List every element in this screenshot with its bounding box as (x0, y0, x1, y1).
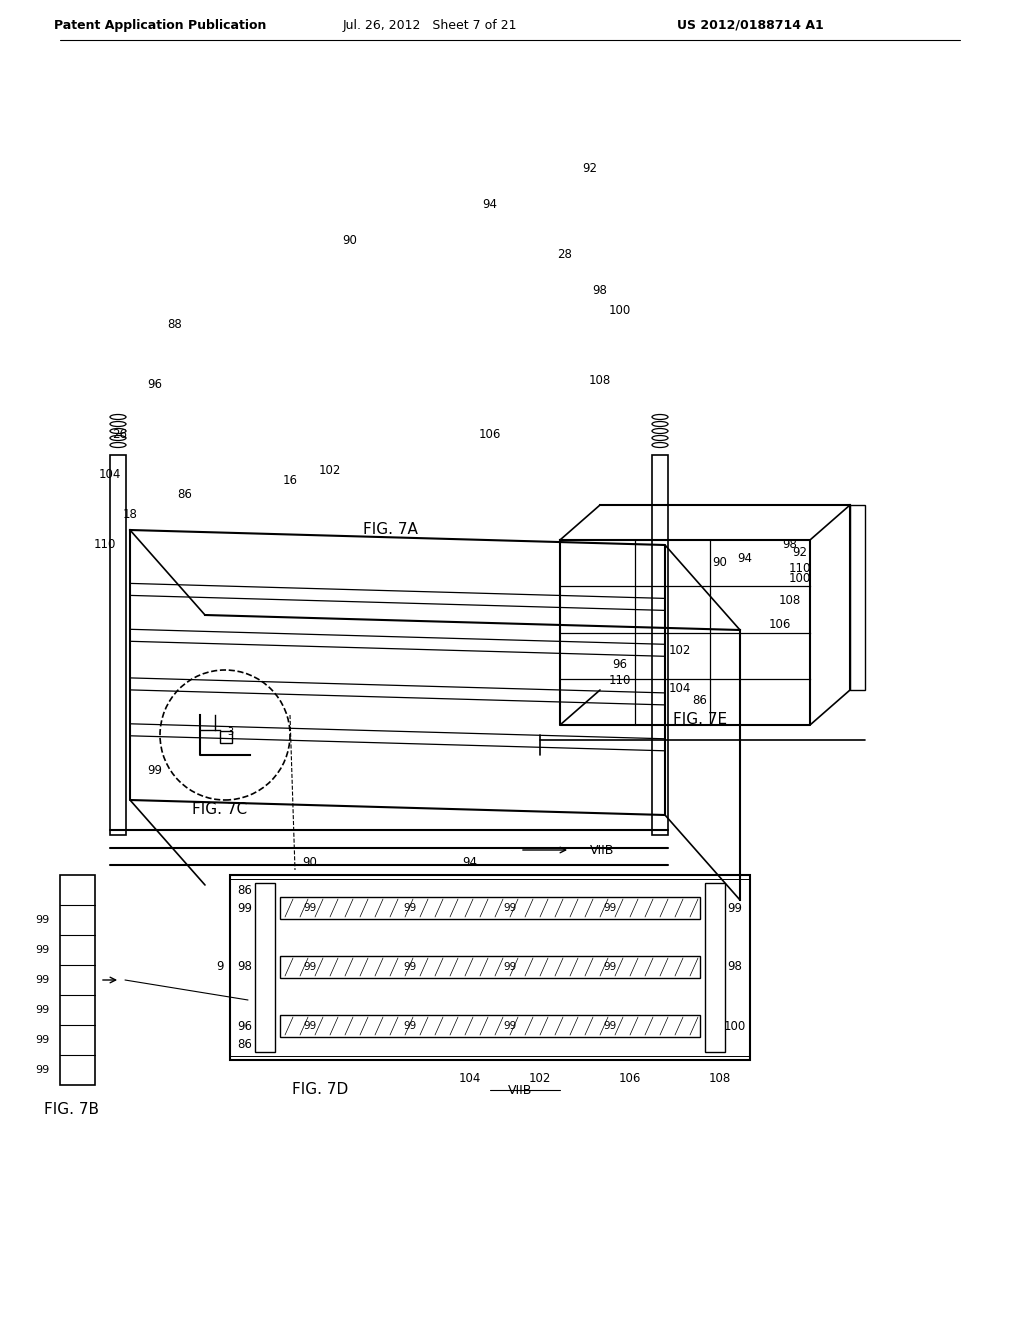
FancyBboxPatch shape (255, 883, 275, 1052)
Text: 99: 99 (403, 1020, 417, 1031)
Text: 110: 110 (788, 561, 811, 574)
Ellipse shape (110, 421, 126, 426)
FancyBboxPatch shape (850, 506, 865, 690)
Text: 108: 108 (779, 594, 801, 606)
Ellipse shape (110, 414, 126, 420)
Text: 18: 18 (123, 508, 137, 521)
Text: 99: 99 (35, 945, 49, 954)
Text: 106: 106 (479, 429, 501, 441)
Text: 90: 90 (302, 857, 317, 870)
Ellipse shape (652, 442, 668, 447)
Text: 99: 99 (603, 1020, 616, 1031)
Text: 99: 99 (303, 903, 316, 913)
Ellipse shape (652, 414, 668, 420)
Text: 104: 104 (669, 681, 691, 694)
Ellipse shape (110, 436, 126, 441)
Text: FIG. 7E: FIG. 7E (673, 713, 727, 727)
Text: 99: 99 (35, 915, 49, 925)
Text: FIG. 7C: FIG. 7C (193, 803, 248, 817)
Text: 26: 26 (113, 429, 128, 441)
Text: 28: 28 (557, 248, 572, 261)
Text: FIG. 7B: FIG. 7B (44, 1102, 99, 1118)
Text: FIG. 7D: FIG. 7D (292, 1082, 348, 1097)
Text: 90: 90 (343, 234, 357, 247)
FancyBboxPatch shape (230, 875, 750, 1060)
Text: 99: 99 (303, 962, 316, 972)
Ellipse shape (652, 436, 668, 441)
FancyBboxPatch shape (220, 731, 232, 743)
Text: 96: 96 (612, 659, 628, 672)
FancyBboxPatch shape (110, 455, 126, 836)
FancyBboxPatch shape (280, 1015, 700, 1038)
Text: 99: 99 (504, 903, 517, 913)
Text: 104: 104 (459, 1072, 481, 1085)
Text: 98: 98 (238, 961, 253, 974)
Text: 99: 99 (303, 1020, 316, 1031)
Text: 100: 100 (788, 572, 811, 585)
Text: 99: 99 (35, 1035, 49, 1045)
Text: 99: 99 (603, 903, 616, 913)
Text: 102: 102 (318, 463, 341, 477)
Text: 99: 99 (35, 1065, 49, 1074)
Text: 106: 106 (769, 619, 792, 631)
Text: 86: 86 (692, 693, 708, 706)
Text: FIG. 7A: FIG. 7A (362, 523, 418, 537)
Text: 98: 98 (728, 961, 742, 974)
Text: 102: 102 (528, 1072, 551, 1085)
Text: 98: 98 (782, 539, 798, 552)
Text: 110: 110 (609, 673, 631, 686)
FancyBboxPatch shape (280, 956, 700, 978)
Text: 99: 99 (403, 962, 417, 972)
FancyBboxPatch shape (705, 883, 725, 1052)
FancyBboxPatch shape (60, 875, 95, 1085)
Ellipse shape (110, 442, 126, 447)
Text: 94: 94 (482, 198, 498, 211)
FancyBboxPatch shape (280, 898, 700, 919)
Text: 110: 110 (94, 539, 116, 552)
Text: 99: 99 (403, 903, 417, 913)
Text: 99: 99 (35, 1005, 49, 1015)
Text: 99: 99 (238, 902, 253, 915)
Text: 92: 92 (583, 161, 597, 174)
Text: 99: 99 (603, 962, 616, 972)
Ellipse shape (652, 421, 668, 426)
Text: VIIB: VIIB (508, 1084, 532, 1097)
Text: 96: 96 (147, 379, 163, 392)
Text: 86: 86 (238, 1039, 253, 1052)
Text: 96: 96 (238, 1019, 253, 1032)
Text: 88: 88 (168, 318, 182, 331)
FancyBboxPatch shape (652, 455, 668, 836)
Text: 102: 102 (669, 644, 691, 656)
Text: 90: 90 (713, 556, 727, 569)
Text: 106: 106 (618, 1072, 641, 1085)
Text: 94: 94 (463, 857, 477, 870)
Text: 86: 86 (238, 883, 253, 896)
Ellipse shape (110, 429, 126, 433)
Text: 99: 99 (35, 975, 49, 985)
Text: 99: 99 (504, 962, 517, 972)
Text: 108: 108 (709, 1072, 731, 1085)
Text: 99: 99 (147, 763, 163, 776)
Text: 92: 92 (793, 546, 808, 560)
Text: 86: 86 (177, 488, 193, 502)
Text: 100: 100 (609, 304, 631, 317)
Text: 104: 104 (98, 469, 121, 482)
Text: 99: 99 (727, 902, 742, 915)
Text: 100: 100 (724, 1019, 746, 1032)
Text: Patent Application Publication: Patent Application Publication (54, 18, 266, 32)
Text: 98: 98 (593, 284, 607, 297)
Text: Jul. 26, 2012   Sheet 7 of 21: Jul. 26, 2012 Sheet 7 of 21 (343, 18, 517, 32)
Text: 108: 108 (589, 374, 611, 387)
Text: 94: 94 (737, 552, 753, 565)
Text: 99: 99 (504, 1020, 517, 1031)
Text: VIIB: VIIB (590, 843, 614, 857)
Text: 9: 9 (216, 961, 224, 974)
Text: 16: 16 (283, 474, 298, 487)
Text: US 2012/0188714 A1: US 2012/0188714 A1 (677, 18, 823, 32)
Ellipse shape (652, 429, 668, 433)
Text: 3: 3 (227, 727, 233, 737)
